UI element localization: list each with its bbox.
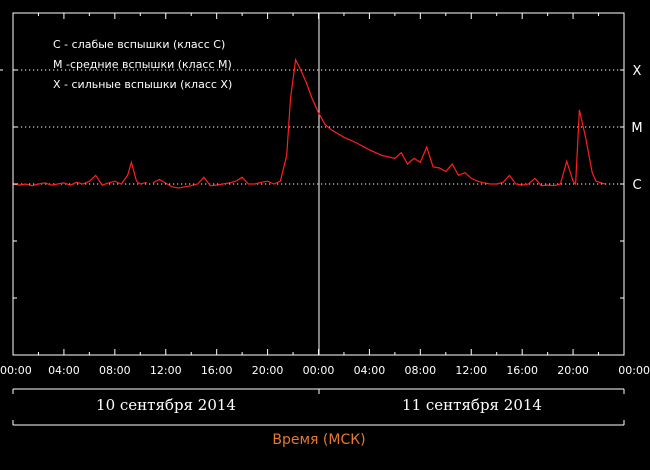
legend-entry-x: X - сильные вспышки (класс X)	[53, 78, 232, 91]
class-label-x: X	[633, 64, 642, 79]
x-tick-label: 12:00	[455, 364, 487, 377]
date-brackets	[12, 388, 625, 426]
legend: C - слабые вспышки (класс C) M -средние …	[53, 38, 232, 91]
x-axis-ticks: 00:00 04:00 08:00 12:00 16:00 20:00 00:00 04:00…	[0, 13, 650, 377]
class-labels: X M C	[631, 64, 642, 193]
x-tick-label: 12:00	[150, 364, 182, 377]
class-gridlines	[13, 69, 624, 185]
x-axis-title: Время (МСК)	[272, 432, 365, 448]
x-tick-label: 16:00	[201, 364, 233, 377]
legend-entry-m: M -средние вспышки (класс M)	[53, 58, 232, 71]
x-tick-label: 20:00	[557, 364, 589, 377]
xray-flux-series-line	[12, 57, 606, 189]
date-label-day1: 10 сентября 2014	[96, 396, 236, 414]
class-label-c: C	[632, 178, 641, 193]
x-tick-label: 04:00	[354, 364, 386, 377]
x-tick-label: 16:00	[506, 364, 538, 377]
class-label-m: M	[631, 121, 642, 136]
x-tick-label: 08:00	[404, 364, 436, 377]
x-tick-label: 20:00	[252, 364, 284, 377]
y-axis-ticks	[0, 69, 624, 299]
x-tick-label: 08:00	[99, 364, 131, 377]
x-tick-label: 04:00	[48, 364, 80, 377]
legend-entry-c: C - слабые вспышки (класс C)	[53, 38, 225, 51]
date-label-day2: 11 сентября 2014	[402, 396, 542, 414]
x-tick-label: 00:00	[618, 364, 650, 377]
x-tick-label: 00:00	[303, 364, 335, 377]
x-tick-label: 00:00	[0, 364, 32, 377]
